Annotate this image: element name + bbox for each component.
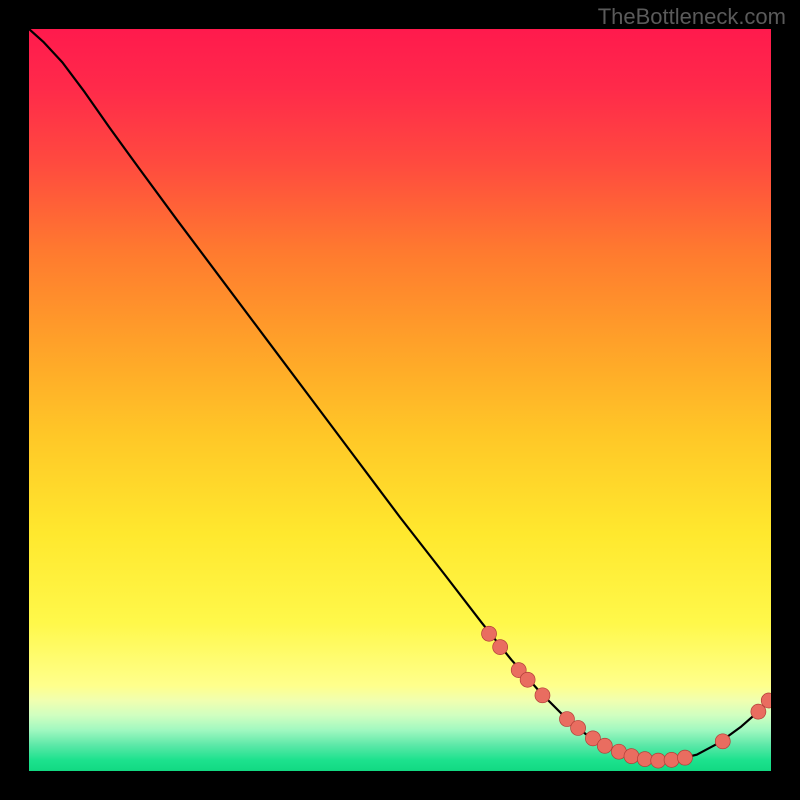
chart-svg [29,29,771,771]
bottleneck-chart [29,29,771,771]
watermark-text: TheBottleneck.com [598,4,786,30]
marker-point [493,640,508,655]
chart-container: TheBottleneck.com [0,0,800,800]
marker-point [597,738,612,753]
marker-point [664,752,679,767]
marker-point [624,749,639,764]
marker-point [637,752,652,767]
marker-point [715,734,730,749]
marker-point [651,753,666,768]
marker-point [535,688,550,703]
marker-point [520,672,535,687]
gradient-background [29,29,771,771]
marker-point [677,750,692,765]
marker-point [571,720,586,735]
marker-point [482,626,497,641]
